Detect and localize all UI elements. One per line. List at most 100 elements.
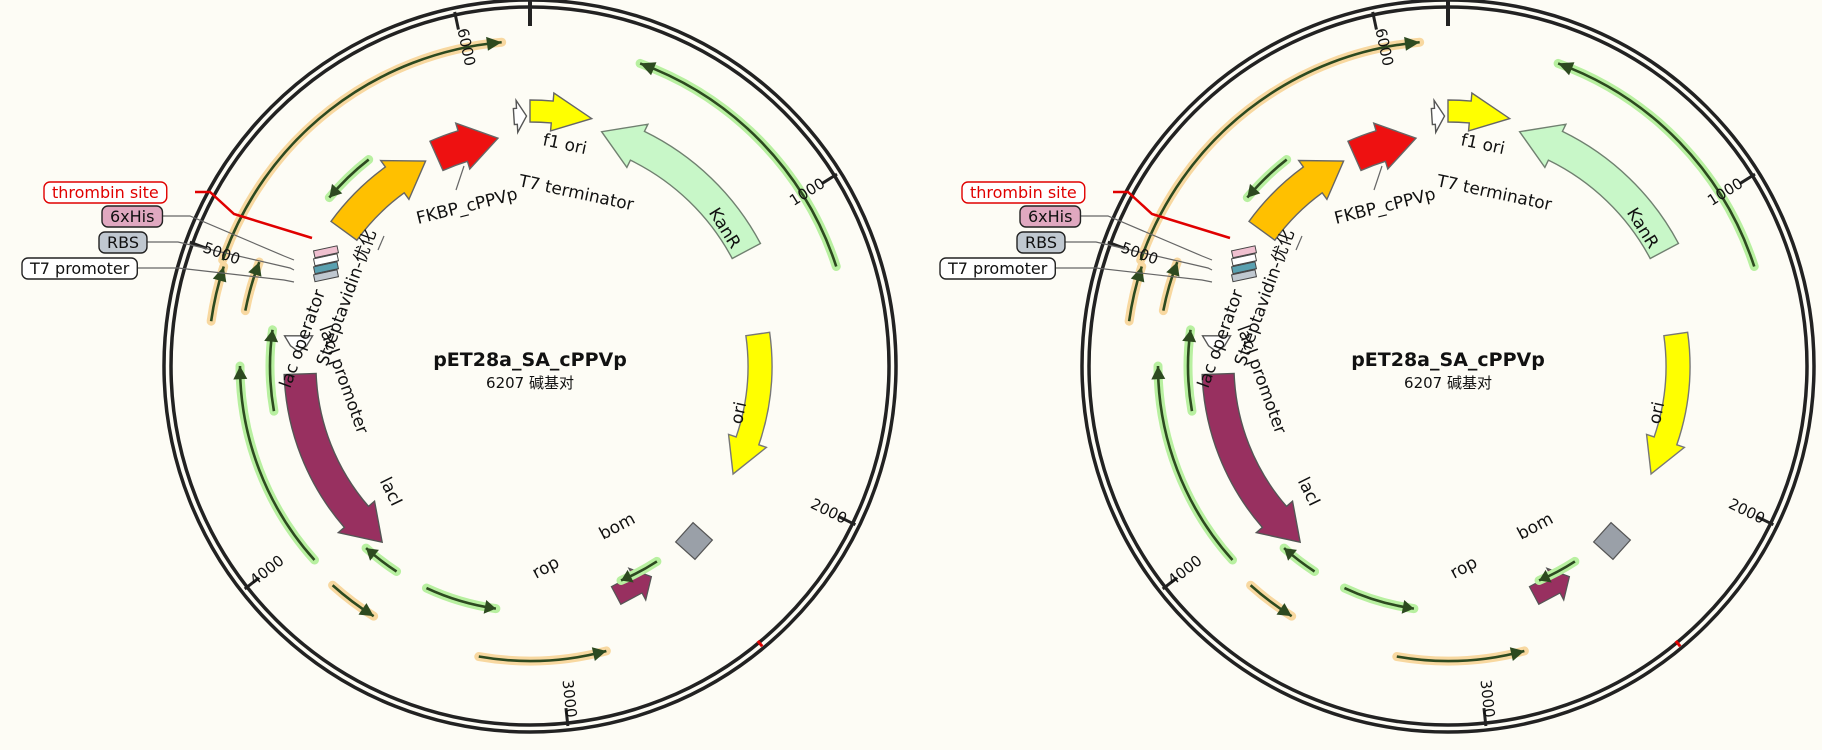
label-rop: rop	[1447, 553, 1481, 584]
tick-label-6000: 6000	[453, 27, 479, 68]
tick-label-4000: 4000	[246, 551, 287, 589]
orf-green-1	[1553, 58, 1759, 271]
tick-3000	[564, 707, 570, 727]
label-t7-terminator: T7 terminator	[1434, 171, 1554, 215]
label-fkbp-cppvp: FKBP_cPPVp	[414, 184, 519, 228]
feature-fkbp	[429, 121, 500, 172]
orf-green-3	[1182, 325, 1197, 416]
orf-orange-left-2	[1158, 257, 1182, 316]
feature-laci	[1201, 372, 1302, 544]
tick-5000	[189, 240, 208, 250]
tick-5000	[1107, 240, 1126, 250]
site-marker	[756, 639, 764, 648]
tick-label-3000: 3000	[559, 679, 581, 719]
orf-orange-left-1	[1124, 261, 1147, 326]
orf-green-5	[1279, 543, 1320, 576]
tick-4000	[1161, 576, 1178, 591]
callout-t7-promoter: T7 promoter	[29, 259, 130, 278]
feature-ori	[727, 331, 773, 476]
map-graphics	[1052, 0, 1816, 734]
feature-streptavidin	[1248, 159, 1345, 242]
feature-bom	[674, 521, 714, 561]
feature-bom	[1592, 521, 1632, 561]
feature-laci-promoter	[283, 335, 314, 353]
label-ori: ori	[1645, 400, 1669, 426]
backbone-outer-ring	[162, 0, 898, 734]
label-bom: bom	[1514, 509, 1557, 544]
callout-box-1	[101, 205, 164, 228]
plasmid-map-right: pET28a_SA_cPPVp 6207 碱基对 f1 ori T7 termi…	[939, 0, 1816, 734]
callout-box-1	[1019, 205, 1082, 228]
orf-outer-top	[218, 36, 507, 265]
callout-box-3	[21, 257, 138, 280]
orf-green-4	[233, 361, 319, 565]
callout-rbs: RBS	[1025, 233, 1057, 252]
orf-orange-bottom-left	[328, 580, 379, 621]
tick-6000	[453, 11, 460, 30]
orf-orange-bottom	[474, 646, 611, 666]
tick-label-2000: 2000	[808, 495, 850, 528]
backbone-outer-ring	[1080, 0, 1816, 734]
label-f1-ori: f1 ori	[541, 130, 589, 159]
callout-box-0	[43, 181, 168, 204]
orf-outer-top	[1136, 36, 1425, 265]
callout-box-2	[98, 231, 148, 254]
callout-lines	[1052, 165, 1383, 283]
feature-t7-terminator	[512, 97, 528, 135]
feature-fkbp	[1347, 121, 1418, 172]
orf-green-2	[1242, 155, 1292, 203]
tick-2000	[1756, 515, 1775, 527]
feature-ori	[1645, 331, 1691, 476]
feature-kanr	[600, 123, 762, 260]
feature-t7-terminator	[1430, 97, 1446, 135]
tick-3000	[1482, 707, 1488, 727]
feature-f1-ori	[1447, 91, 1512, 132]
orf-orange-bottom-left	[1246, 580, 1297, 621]
tick-1000	[1738, 172, 1756, 185]
map-title: pET28a_SA_cPPVp	[433, 349, 627, 371]
map-title: pET28a_SA_cPPVp	[1351, 349, 1545, 371]
feature-laci-promoter	[1201, 335, 1232, 353]
tick-1000	[820, 172, 838, 185]
label-ori: ori	[727, 400, 751, 426]
tag-stack	[312, 245, 340, 283]
callout-box-2	[1016, 231, 1066, 254]
label-f1-ori: f1 ori	[1459, 130, 1507, 159]
feature-f1-ori	[529, 91, 594, 132]
orf-green-7	[1534, 556, 1580, 585]
tick-label-3000: 3000	[1477, 679, 1499, 719]
plasmid-map-left: pET28a_SA_cPPVp 6207 碱基对 f1 ori T7 termi…	[21, 0, 898, 734]
orf-green-6	[1339, 583, 1419, 614]
label-fkbp-cppvp: FKBP_cPPVp	[1332, 184, 1437, 228]
orf-green-1	[635, 58, 841, 271]
tick-label-2000: 2000	[1726, 495, 1768, 528]
tick-label-4000: 4000	[1164, 551, 1205, 589]
callout-t7-promoter: T7 promoter	[947, 259, 1048, 278]
orf-green-3	[264, 325, 279, 416]
tick-4000	[243, 576, 260, 591]
callout-box-0	[961, 181, 1086, 204]
orf-green-2	[324, 155, 374, 203]
orf-green-5	[361, 543, 402, 576]
orf-orange-left-1	[206, 261, 229, 326]
callout-6xhis: 6xHis	[1028, 207, 1072, 226]
site-marker	[1674, 639, 1682, 648]
tag-stack	[1230, 245, 1258, 283]
map-size-label: 6207 碱基对	[1404, 374, 1492, 392]
callout-thrombin-site: thrombin site	[970, 183, 1077, 202]
label-t7-terminator: T7 terminator	[516, 171, 636, 215]
tick-2000	[838, 515, 857, 527]
callout-box-3	[939, 257, 1056, 280]
map-size-label: 6207 碱基对	[486, 374, 574, 392]
map-graphics	[134, 0, 898, 734]
callout-lines	[134, 165, 465, 283]
orf-orange-left-2	[240, 257, 264, 316]
callout-thrombin-site: thrombin site	[52, 183, 159, 202]
tick-label-6000: 6000	[1371, 27, 1397, 68]
label-laci: lacI	[1293, 474, 1324, 509]
orf-green-7	[616, 556, 662, 585]
feature-kanr	[1518, 123, 1680, 260]
feature-streptavidin	[330, 159, 427, 242]
label-laci: lacI	[375, 474, 406, 509]
